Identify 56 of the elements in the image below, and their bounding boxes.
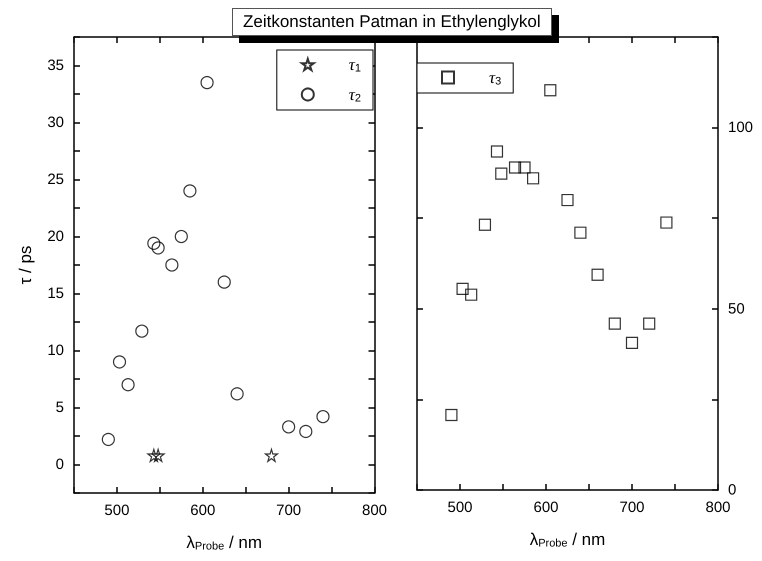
- y-tick-label: 10: [47, 342, 64, 359]
- point: [147, 236, 160, 250]
- x-tick-label: 700: [276, 502, 302, 519]
- point: [544, 84, 556, 96]
- point: [102, 432, 115, 446]
- point: [518, 161, 531, 174]
- point: [592, 268, 604, 281]
- point: [456, 282, 469, 295]
- point: [122, 378, 135, 392]
- y-tick-label: 0: [728, 482, 736, 498]
- point: [490, 145, 504, 158]
- point: [147, 448, 160, 462]
- point: [135, 324, 148, 338]
- x-tick-label: 700: [619, 499, 645, 516]
- x-tick-label: 800: [362, 502, 387, 519]
- point: [608, 318, 621, 330]
- y-tick-label: 20: [47, 228, 64, 245]
- point: [152, 448, 165, 462]
- point: [527, 172, 540, 184]
- point: [282, 420, 296, 434]
- chart-title: Zeitkonstanten Patman in Ethylenglykol: [232, 8, 552, 36]
- point: [445, 408, 458, 422]
- point: [200, 76, 214, 90]
- y-axis-title: τ / ps: [16, 246, 35, 284]
- point: [316, 410, 330, 424]
- point: [495, 168, 508, 180]
- point: [152, 241, 165, 254]
- x-tick-label: 500: [447, 499, 473, 516]
- point: [643, 318, 656, 330]
- point: [299, 424, 312, 438]
- y-tick-label: 30: [47, 114, 64, 131]
- point: [478, 218, 492, 231]
- point: [112, 355, 126, 368]
- x-tick-label: 600: [533, 499, 559, 516]
- point: [174, 230, 188, 244]
- y-tick-label: 15: [47, 285, 64, 302]
- point: [465, 288, 478, 301]
- point: [508, 161, 522, 174]
- point: [660, 216, 672, 229]
- point: [626, 336, 638, 349]
- y-tick-label: 50: [728, 300, 745, 318]
- point: [183, 184, 196, 198]
- point: [574, 226, 586, 239]
- x-tick-label: 800: [705, 499, 731, 516]
- x-tick-label: 600: [190, 502, 216, 519]
- point: [218, 276, 231, 289]
- point: [230, 387, 244, 400]
- point: [264, 448, 278, 462]
- point: [165, 258, 178, 272]
- y-tick-label: 100: [728, 119, 754, 136]
- x-tick-label: 500: [104, 502, 130, 519]
- y-tick-label: 0: [56, 456, 64, 473]
- point: [561, 194, 574, 206]
- y-tick-label: 5: [56, 399, 64, 416]
- y-tick-label: 35: [47, 57, 64, 74]
- y-tick-label: 25: [47, 171, 64, 188]
